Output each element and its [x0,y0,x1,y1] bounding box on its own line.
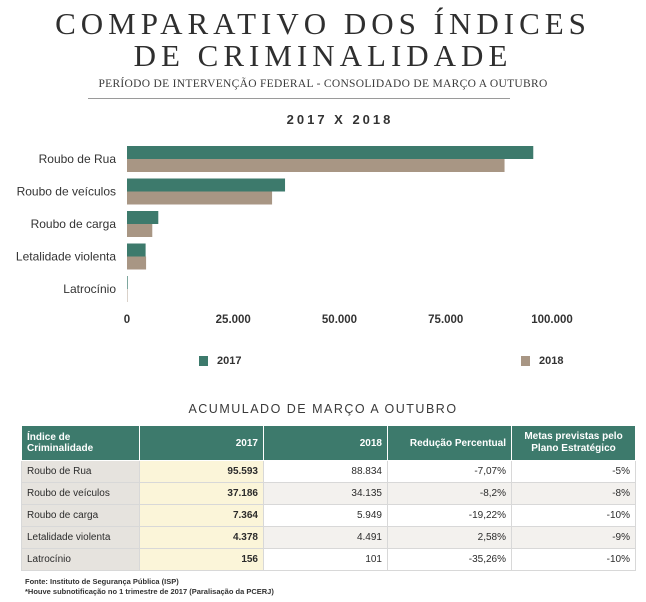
page-subtitle: PERÍODO DE INTERVENÇÃO FEDERAL - CONSOLI… [98,78,548,90]
header-metas: Metas previstas pelo Plano Estratégico [511,425,636,461]
category-label-latrocinio: Latrocínio [63,282,116,296]
cell-reducao: -8,2% [387,482,512,505]
header-2018: 2018 [263,425,388,461]
cell-reducao: 2,58% [387,526,512,549]
bar-2017-roubo-de-veiculos [127,178,286,192]
cell-2018: 101 [263,548,388,571]
category-label-roubo-de-rua: Roubo de Rua [39,152,117,166]
x-tick-label: 50.000 [322,314,357,326]
cell-indice: Roubo de veículos [21,482,140,505]
cell-indice: Roubo de Rua [21,460,140,483]
cell-metas: -10% [511,548,636,571]
title-divider [88,98,510,99]
cell-indice: Roubo de carga [21,504,140,527]
bar-2017-roubo-de-rua [127,146,534,159]
table-title: ACUMULADO DE MARÇO A OUTUBRO [188,402,458,416]
footnote-note: *Houve subnotificação no 1 trimestre de … [25,587,274,596]
bar-2018-roubo-de-veiculos [127,191,273,205]
cell-reducao: -35,26% [387,548,512,571]
cell-reducao: -7,07% [387,460,512,483]
bar-2018-roubo-de-carga [127,224,153,237]
cell-2018: 4.491 [263,526,388,549]
header-reducao: Redução Percentual [387,425,512,461]
cell-indice: Latrocínio [21,548,140,571]
cell-2017: 7.364 [139,504,264,527]
bar-2017-roubo-de-carga [127,211,159,224]
legend-label-2018: 2018 [539,355,564,367]
page-title-line-1: COMPARATIVO DOS ÍNDICES [55,6,591,41]
table-header-row: Índice de Criminalidade 2017 2018 Reduçã… [21,425,636,461]
x-tick-label: 0 [124,314,130,326]
page-title-line-2: DE CRIMINALIDADE [133,38,513,73]
header-2017: 2017 [139,425,264,461]
table-row: Roubo de carga 7.364 5.949 -19,22% -10% [21,504,636,527]
x-tick-label: 75.000 [428,314,463,326]
cell-2017: 156 [139,548,264,571]
header-indice: Índice de Criminalidade [21,425,140,461]
table-row: Letalidade violenta 4.378 4.491 2,58% -9… [21,526,636,549]
legend-swatch-2017 [199,356,208,366]
x-tick-label: 25.000 [216,314,251,326]
crime-index-table: Índice de Criminalidade 2017 2018 Reduçã… [21,425,636,571]
cell-metas: -10% [511,504,636,527]
legend-item-2018: 2018 [521,355,563,367]
bar-2018-letalidade-violenta [127,256,147,270]
bar-2017-latrocinio [127,276,128,289]
table-row: Roubo de Rua 95.593 88.834 -7,07% -5% [21,460,636,483]
cell-reducao: -19,22% [387,504,512,527]
x-tick-label: 100.000 [531,314,573,326]
table-row: Latrocínio 156 101 -35,26% -10% [21,548,636,571]
bar-2018-roubo-de-rua [127,159,505,172]
table-row: Roubo de veículos 37.186 34.135 -8,2% -8… [21,482,636,505]
legend-swatch-2018 [521,356,530,366]
cell-2018: 5.949 [263,504,388,527]
legend-label-2017: 2017 [217,355,242,367]
category-label-roubo-de-veiculos: Roubo de veículos [17,185,116,199]
category-label-letalidade-violenta: Letalidade violenta [16,250,116,264]
bar-2017-letalidade-violenta [127,243,146,257]
chart-title: 2017 X 2018 [286,112,394,127]
cell-2017: 4.378 [139,526,264,549]
bar-chart: Roubo de Rua Roubo de veículos Roubo de ca… [16,146,573,326]
cell-2017: 37.186 [139,482,264,505]
cell-metas: -8% [511,482,636,505]
cell-2018: 34.135 [263,482,388,505]
cell-2017: 95.593 [139,460,264,483]
category-label-roubo-de-carga: Roubo de carga [31,217,117,231]
footnote-source: Fonte: Instituto de Segurança Pública (I… [25,577,179,586]
cell-metas: -9% [511,526,636,549]
cell-indice: Letalidade violenta [21,526,140,549]
legend-item-2017: 2017 [199,355,241,367]
cell-2018: 88.834 [263,460,388,483]
cell-metas: -5% [511,460,636,483]
